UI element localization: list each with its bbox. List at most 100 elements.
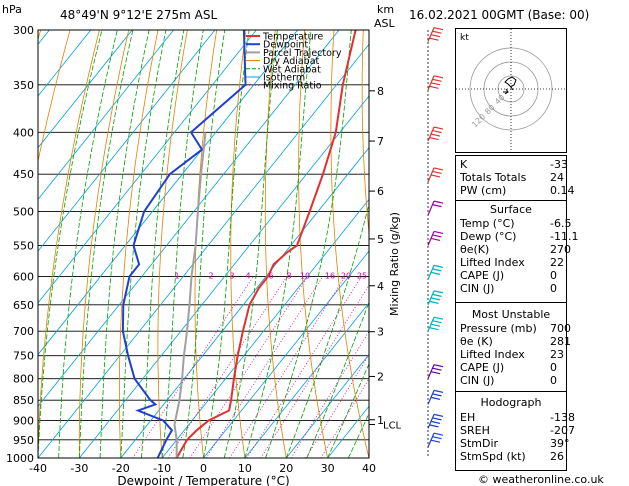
isotherm-line xyxy=(161,198,369,458)
wind-barb-flag xyxy=(433,316,444,320)
wind-barb-flag xyxy=(433,413,444,417)
mu-row: CIN (J) 0 xyxy=(460,374,557,387)
pressure-tick-label: 700 xyxy=(13,325,34,338)
hodograph-section: Hodograph EH -138 SREH -207 StmDir 39° StmS… xyxy=(456,391,575,471)
pressure-tick-label: 900 xyxy=(13,415,34,428)
wind-barb-flag xyxy=(429,424,439,428)
wind-barb-flag xyxy=(430,174,441,178)
isotherm-line xyxy=(120,147,369,458)
wind-barb-flag xyxy=(430,420,441,424)
surface-row: CIN (J) 0 xyxy=(460,282,557,295)
ring-label-40: 40 xyxy=(493,93,507,107)
wind-barb-flag xyxy=(433,290,444,294)
mixing-ratio-value-label: 3 xyxy=(229,271,234,280)
temp-tick-label: -30 xyxy=(70,462,88,475)
km-tick-label: 4 xyxy=(377,280,384,293)
wind-barb-flag xyxy=(433,126,444,130)
wind-barb-flag xyxy=(430,323,441,327)
dry-adiabat xyxy=(598,30,629,458)
mixing-ratio-axis-label: Mixing Ratio (g/kg) xyxy=(388,212,401,316)
mixing-ratio-value-label: 4 xyxy=(245,271,250,280)
km-label: km xyxy=(377,3,395,16)
location-title: 48°49'N 9°12'E 275m ASL xyxy=(60,8,218,22)
pressure-tick-label: 800 xyxy=(13,373,34,386)
temp-tick-label: -20 xyxy=(112,462,130,475)
parcel-trajectory-profile xyxy=(173,132,207,458)
wet-adiabat xyxy=(58,30,118,458)
wind-barb-flag xyxy=(433,389,444,393)
pressure-tick-label: 400 xyxy=(13,126,34,139)
wet-adiabat xyxy=(161,30,204,458)
mu-row: θe (K) 281 xyxy=(460,335,571,348)
legend-label: Temperature xyxy=(262,32,323,43)
pressure-tick-label: 450 xyxy=(13,168,34,181)
dry-adiabat xyxy=(230,30,247,458)
wet-adiabat xyxy=(203,30,250,458)
wind-barb-flag xyxy=(430,271,441,275)
km-tick-label: 5 xyxy=(377,233,384,246)
km-tick-label: 2 xyxy=(377,370,384,383)
hodograph-title: Hodograph xyxy=(480,396,542,409)
hodograph-trace xyxy=(504,76,517,91)
wet-adiabat xyxy=(182,30,226,458)
hodograph-plot: 40 80 120 kt xyxy=(456,29,566,152)
wind-barb-flag xyxy=(432,417,442,421)
ring-label-80: 80 xyxy=(483,103,497,117)
wind-barb-flag xyxy=(429,136,439,141)
dry-adiabat xyxy=(119,30,159,458)
mixing-ratio-value-label: 2 xyxy=(208,271,213,280)
surface-row: θe(K) 270 xyxy=(460,243,571,256)
temp-tick-label: 30 xyxy=(321,462,335,475)
wind-barb-flag xyxy=(432,129,442,134)
indices-table: K -33 Totals Totals 24 PW (cm) 0.14 Surface… xyxy=(455,155,578,471)
wind-barb-flag xyxy=(429,85,439,89)
mixing-ratio-value-label: 6 xyxy=(268,271,273,280)
km-tick-label: 7 xyxy=(377,135,384,148)
mixing-ratio-line xyxy=(167,276,288,458)
footer-credit: © weatheronline.co.uk xyxy=(478,473,604,486)
km-tick-label: 8 xyxy=(377,85,384,98)
pressure-tick-label: 850 xyxy=(13,394,34,407)
wind-barb-flag xyxy=(433,364,444,368)
isotherm-line xyxy=(38,30,216,252)
surface-section: Surface Temp (°C) -6.5 Dewp (°C) -11.1 θe(… xyxy=(456,200,578,311)
most-unstable-section: Most Unstable Pressure (mb) 700 θe (K) 281… xyxy=(456,302,571,399)
pressure-tick-label: 600 xyxy=(13,270,34,283)
legend-label: Isotherm xyxy=(263,73,305,84)
mu-row: CAPE (J) 0 xyxy=(460,361,557,374)
isotherm-line xyxy=(38,43,369,458)
wet-adiabat xyxy=(38,30,103,458)
lcl-label: LCL xyxy=(383,420,402,431)
wind-barb-flag xyxy=(430,82,441,86)
surface-row: CAPE (J) 0 xyxy=(460,269,557,282)
wet-adiabat xyxy=(79,30,134,458)
wet-adiabat xyxy=(285,202,369,458)
dry-adiabat xyxy=(38,30,71,163)
dewpoint-profile xyxy=(121,30,247,458)
dry-adiabat xyxy=(194,30,218,458)
isotherm-line xyxy=(38,30,133,149)
surface-title: Surface xyxy=(490,203,532,216)
wet-adiabat xyxy=(99,30,150,458)
wind-barb-flag xyxy=(433,167,444,171)
mixing-ratio-value-label: 25 xyxy=(357,271,367,280)
km-tick-label: 6 xyxy=(377,185,384,198)
wind-barb-flag xyxy=(430,439,441,443)
mixing-ratio-line xyxy=(229,276,346,458)
pressure-tick-label: 500 xyxy=(13,206,34,219)
hodo-row: EH -138 xyxy=(460,411,575,424)
hodo-row: StmSpd (kt) 26 xyxy=(460,450,564,463)
isotherm-line xyxy=(38,30,257,304)
pressure-unit-label: hPa xyxy=(2,3,22,16)
wind-barb-flag xyxy=(432,204,442,208)
pressure-tick-label: 950 xyxy=(13,434,34,447)
mixing-ratio-line xyxy=(320,377,369,458)
isotherm-line xyxy=(38,30,340,407)
wind-barb-flag xyxy=(432,393,442,397)
mu-row: Lifted Index 23 xyxy=(460,348,564,361)
wet-adiabat xyxy=(120,30,167,458)
wind-barb-flag xyxy=(432,436,442,440)
wind-barb-flag xyxy=(432,367,442,371)
index-row-pw: PW (cm) 0.14 xyxy=(460,184,575,197)
